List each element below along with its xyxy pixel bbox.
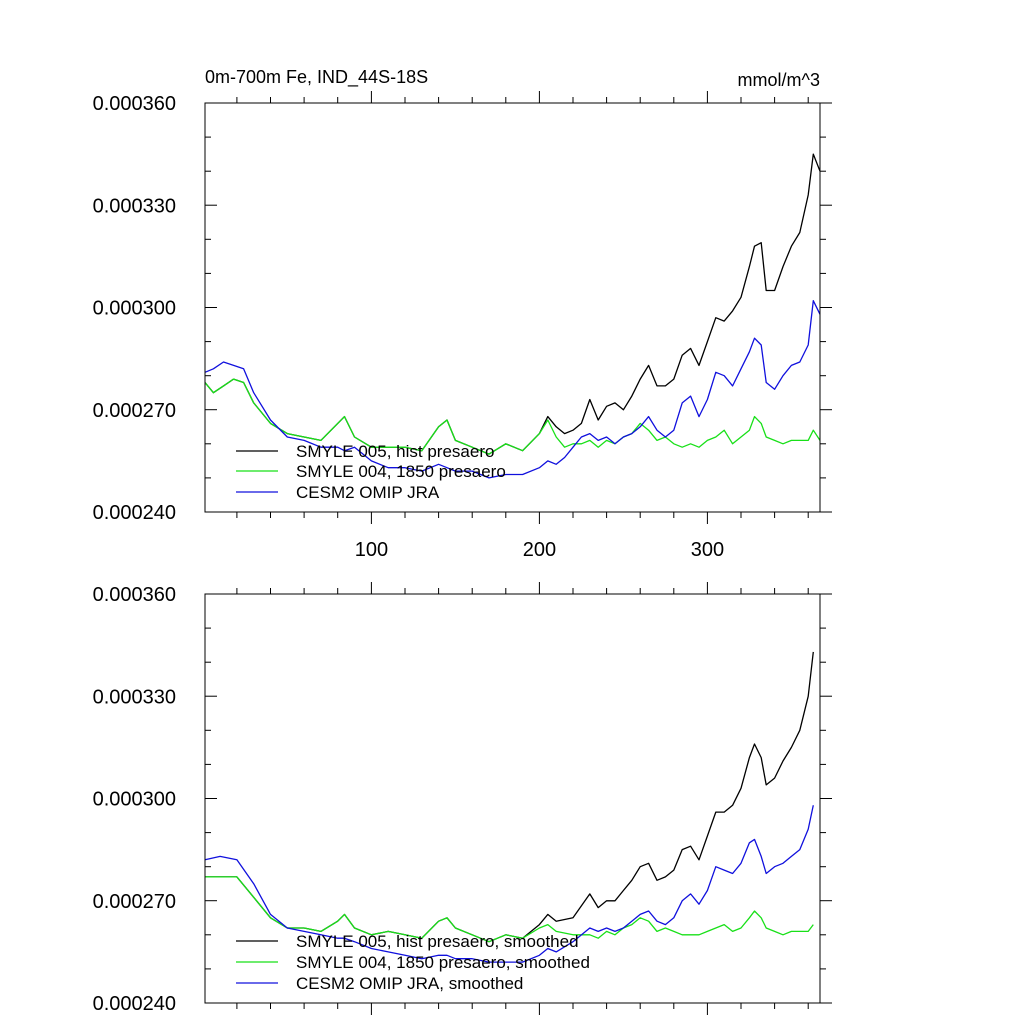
legend-label-2: CESM2 OMIP JRA, smoothed [296, 974, 523, 993]
legend-label-1: SMYLE 004, 1850 presaero [296, 462, 506, 481]
series-line-2 [204, 300, 821, 479]
y-tick-label: 0.000270 [93, 400, 176, 422]
y-tick-label: 0.000360 [93, 584, 176, 606]
bottom-panel-legend: SMYLE 005, hist presaero, smoothed SMYLE… [236, 932, 590, 993]
y-tick-label: 0.000300 [93, 298, 176, 320]
bottom-panel-axes: 0.000240 0.000270 0.000300 0.000330 0.000360 [93, 582, 832, 1015]
x-tick-label: 100 [355, 539, 388, 561]
y-tick-label: 0.000270 [93, 891, 176, 913]
y-tick-label: 0.000360 [93, 93, 176, 115]
y-tick-label: 0.000300 [93, 789, 176, 811]
series-line-0 [204, 153, 821, 455]
y-tick-label: 0.000330 [93, 195, 176, 217]
series-line-0 [205, 651, 814, 943]
bottom-panel: SMYLE 005, hist presaero, smoothed SMYLE… [93, 582, 832, 1015]
y-tick-label: 0.000240 [93, 502, 176, 524]
series-line-2 [204, 805, 814, 963]
legend-label-1: SMYLE 004, 1850 presaero, smoothed [296, 953, 590, 972]
x-tick-label: 200 [523, 539, 556, 561]
x-tick-label: 300 [691, 539, 724, 561]
top-panel-legend: SMYLE 005, hist presaero SMYLE 004, 1850… [236, 442, 506, 502]
top-panel: 0m-700m Fe, IND_44S-18S mmol/m^3 SMYLE 0… [93, 67, 832, 561]
top-panel-units: mmol/m^3 [738, 70, 820, 90]
y-tick-label: 0.000240 [93, 993, 176, 1015]
legend-label-0: SMYLE 005, hist presaero, smoothed [296, 932, 579, 951]
top-panel-axes: 0.000240 0.000270 0.000300 0.000330 0.000360… [93, 91, 832, 561]
bottom-panel-frame [204, 593, 821, 1004]
legend-label-2: CESM2 OMIP JRA [296, 483, 440, 502]
top-panel-series [204, 153, 821, 479]
top-panel-title: 0m-700m Fe, IND_44S-18S [205, 67, 428, 88]
bottom-panel-series [204, 651, 814, 963]
legend-label-0: SMYLE 005, hist presaero [296, 442, 494, 461]
top-panel-frame [204, 102, 821, 513]
series-line-1 [204, 378, 821, 455]
y-tick-label: 0.000330 [93, 686, 176, 708]
series-line-1 [205, 876, 814, 943]
